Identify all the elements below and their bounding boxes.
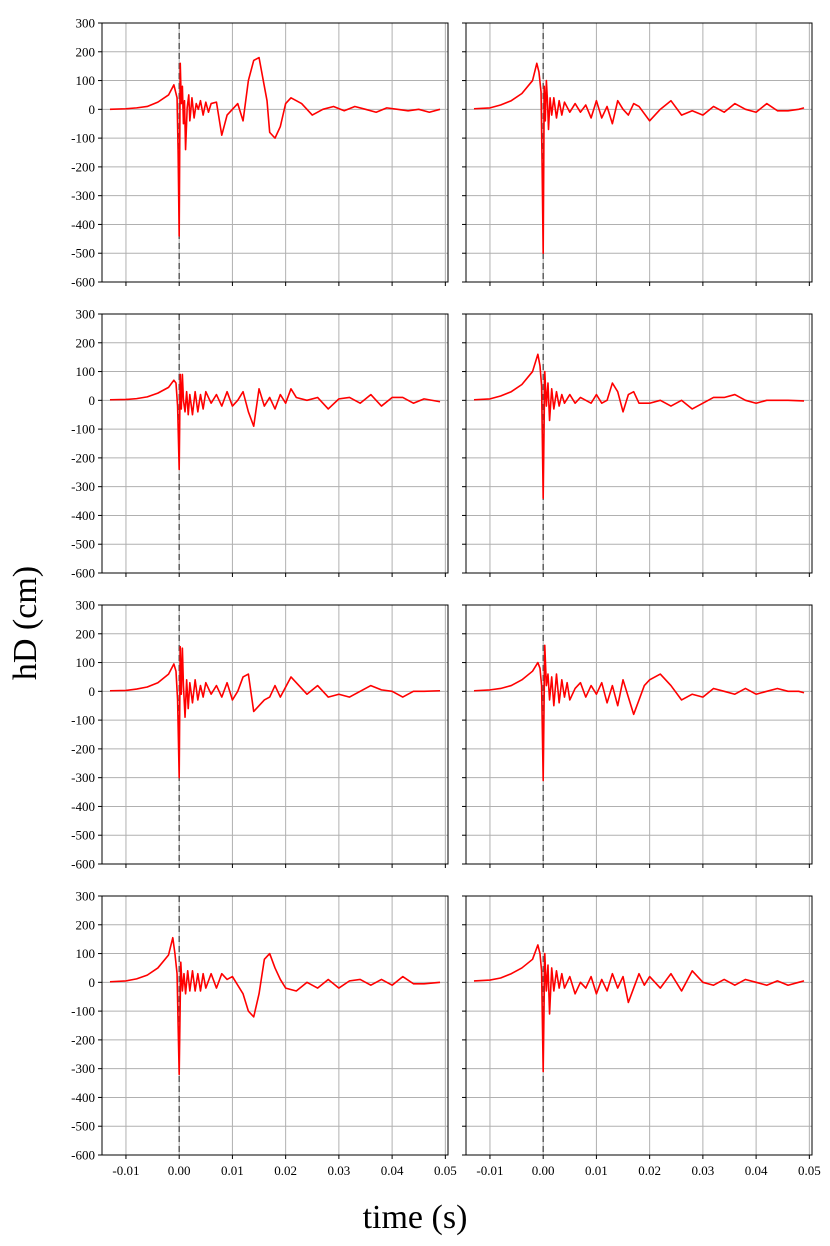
y-tick-label: 100 <box>76 364 96 379</box>
y-tick-label: -200 <box>71 1032 95 1047</box>
panel-row-3-left: 300 200 100 0 -100 -200 -300 -400 -500 -600 <box>71 598 449 872</box>
y-tick-label: 300 <box>76 598 96 613</box>
series-line <box>109 373 441 471</box>
y-tick-label: -200 <box>71 450 95 465</box>
axes-frame <box>101 22 449 283</box>
axes-frame <box>465 22 813 283</box>
y-tick-label: -200 <box>71 741 95 756</box>
y-tick-label: 100 <box>76 73 96 88</box>
y-tick-label: 0 <box>89 393 96 408</box>
y-tick-label: 200 <box>76 626 96 641</box>
y-axis-title: hD (cm) <box>7 566 44 680</box>
panel-row-2-left: 300 200 100 0 -100 -200 -300 -400 -500 -600 <box>71 307 449 581</box>
axes-frame <box>101 895 449 1156</box>
series-line <box>473 62 805 255</box>
grid <box>102 604 448 865</box>
y-tick-label: -100 <box>71 713 95 728</box>
axes-frame <box>101 604 449 865</box>
x-tick-label: 0.00 <box>168 1163 191 1178</box>
grid <box>466 604 812 865</box>
y-tick-label: 0 <box>89 684 96 699</box>
x-tick-label: 0.01 <box>221 1163 244 1178</box>
panel-row-4-right: -0.01 0.00 0.01 0.02 0.03 0.04 0.05 <box>462 895 821 1178</box>
panel-row-2-right <box>462 313 813 577</box>
x-tick-label: 0.02 <box>274 1163 297 1178</box>
y-tick-label: 0 <box>89 102 96 117</box>
y-tick-label: -400 <box>71 799 95 814</box>
y-tick-label: 200 <box>76 917 96 932</box>
y-tick-label: -100 <box>71 1004 95 1019</box>
x-tick-label: 0.03 <box>692 1163 715 1178</box>
y-tick-label: -300 <box>71 770 95 785</box>
x-axis-title: time (s) <box>363 1199 468 1236</box>
grid <box>466 895 812 1156</box>
panel-row-1-right <box>462 22 813 286</box>
y-tick-label: -600 <box>71 1148 95 1163</box>
y-tick-label: 100 <box>76 946 96 961</box>
axes-frame <box>101 313 449 574</box>
x-tick-label: -0.01 <box>112 1163 139 1178</box>
y-tick-label: -400 <box>71 1090 95 1105</box>
y-tick-label: 300 <box>76 889 96 904</box>
x-tick-label: 0.05 <box>798 1163 821 1178</box>
y-tick-label: -300 <box>71 1061 95 1076</box>
y-tick-label: -600 <box>71 275 95 290</box>
x-tick-label: 0.01 <box>585 1163 608 1178</box>
panels: 300 200 100 0 -100 -200 -300 -400 -500 -600 300 200… <box>71 16 821 1179</box>
y-tick-label: -400 <box>71 508 95 523</box>
series-line <box>473 353 805 499</box>
y-tick-label: -100 <box>71 422 95 437</box>
y-tick-label: -300 <box>71 188 95 203</box>
y-tick-label: 100 <box>76 655 96 670</box>
series-line <box>109 936 441 1076</box>
y-tick-label: 200 <box>76 44 96 59</box>
grid <box>466 313 812 574</box>
x-tick-label: 0.04 <box>745 1163 768 1178</box>
series-line <box>109 56 441 237</box>
series-line <box>473 644 805 782</box>
y-tick-label: -400 <box>71 217 95 232</box>
y-tick-label: 300 <box>76 16 96 31</box>
x-tick-label: 0.02 <box>638 1163 661 1178</box>
axes-frame <box>465 604 813 865</box>
panel-row-4-left: 300 200 100 0 -100 -200 -300 -400 -500 -600 -0.01 0… <box>71 889 457 1179</box>
x-tick-label: 0.05 <box>434 1163 457 1178</box>
y-tick-label: 0 <box>89 975 96 990</box>
axes-frame <box>465 313 813 574</box>
x-tick-label: 0.00 <box>532 1163 555 1178</box>
grid <box>102 895 448 1156</box>
y-tick-label: -300 <box>71 479 95 494</box>
y-tick-label: -600 <box>71 566 95 581</box>
y-tick-label: -500 <box>71 828 95 843</box>
panel-row-1-left: 300 200 100 0 -100 -200 -300 -400 -500 -600 <box>71 16 449 290</box>
y-tick-label: -500 <box>71 1119 95 1134</box>
grid <box>102 22 448 283</box>
y-tick-label: -200 <box>71 159 95 174</box>
x-tick-label: -0.01 <box>476 1163 503 1178</box>
y-tick-label: -600 <box>71 857 95 872</box>
y-tick-label: -500 <box>71 537 95 552</box>
x-tick-label: 0.04 <box>381 1163 404 1178</box>
series-line <box>109 645 441 779</box>
grid <box>466 22 812 283</box>
x-tick-label: 0.03 <box>328 1163 351 1178</box>
series-line <box>473 944 805 1073</box>
y-tick-label: -500 <box>71 246 95 261</box>
y-tick-label: 300 <box>76 307 96 322</box>
y-tick-label: -100 <box>71 131 95 146</box>
grid <box>102 313 448 574</box>
y-tick-label: 200 <box>76 335 96 350</box>
axes-frame <box>465 895 813 1156</box>
panel-row-3-right <box>462 604 813 868</box>
